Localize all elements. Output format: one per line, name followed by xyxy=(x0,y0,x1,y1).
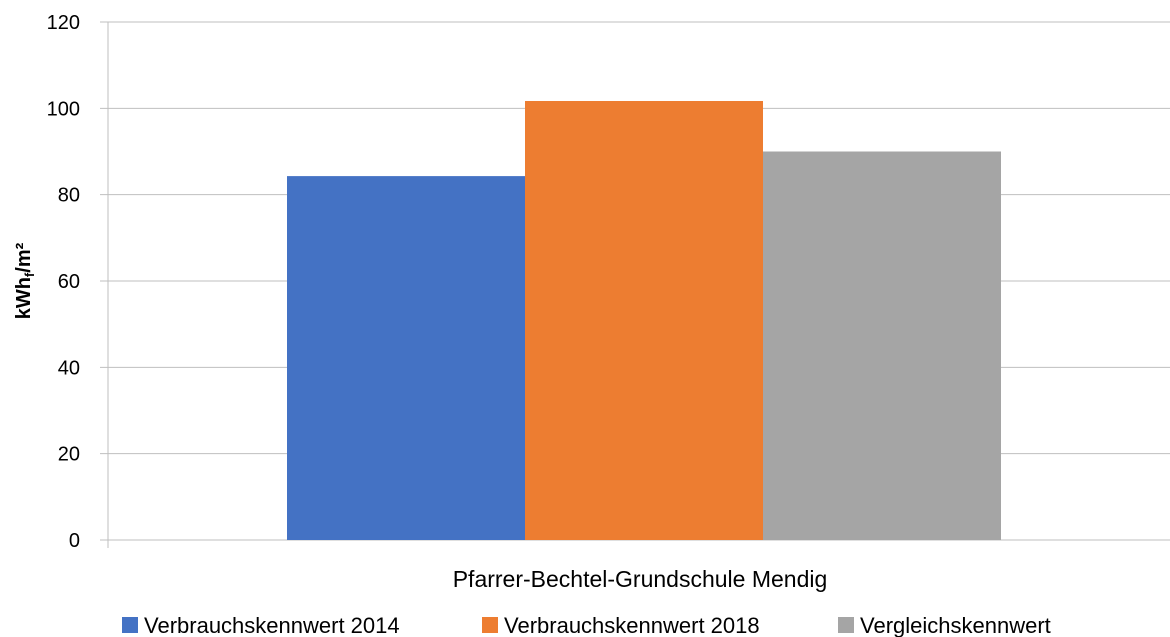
legend-label: Verbrauchskennwert 2018 xyxy=(504,613,760,637)
y-tick-label: 120 xyxy=(47,12,80,34)
y-tick-label: 100 xyxy=(47,98,80,120)
y-axis-label: kWhf/m² xyxy=(13,242,37,319)
y-tick-label: 40 xyxy=(58,357,80,379)
y-tick-label: 60 xyxy=(58,271,80,293)
legend-label: Vergleichskennwert xyxy=(860,613,1051,637)
y-tick-label: 0 xyxy=(69,530,80,552)
legend-swatch xyxy=(122,617,138,633)
legend: Verbrauchskennwert 2014 Verbrauchskennwer… xyxy=(122,613,1051,637)
legend-swatch xyxy=(838,617,854,633)
bar-3 xyxy=(763,151,1001,540)
y-axis-label-subscript: f xyxy=(22,272,37,277)
y-tick-labels: 0 20 40 60 80 100 120 xyxy=(47,12,80,552)
bar-1 xyxy=(287,176,525,541)
bar-2 xyxy=(525,100,763,541)
legend-label: Verbrauchskennwert 2014 xyxy=(144,613,400,637)
y-tick-label: 80 xyxy=(58,185,80,207)
y-axis-label-suffix: /m² xyxy=(13,242,35,272)
y-tick-label: 20 xyxy=(58,444,80,466)
category-label: Pfarrer-Bechtel-Grundschule Mendig xyxy=(453,566,828,592)
legend-swatch xyxy=(482,617,498,633)
y-axis-label-main: kWh xyxy=(13,277,35,319)
bars xyxy=(287,100,1001,541)
